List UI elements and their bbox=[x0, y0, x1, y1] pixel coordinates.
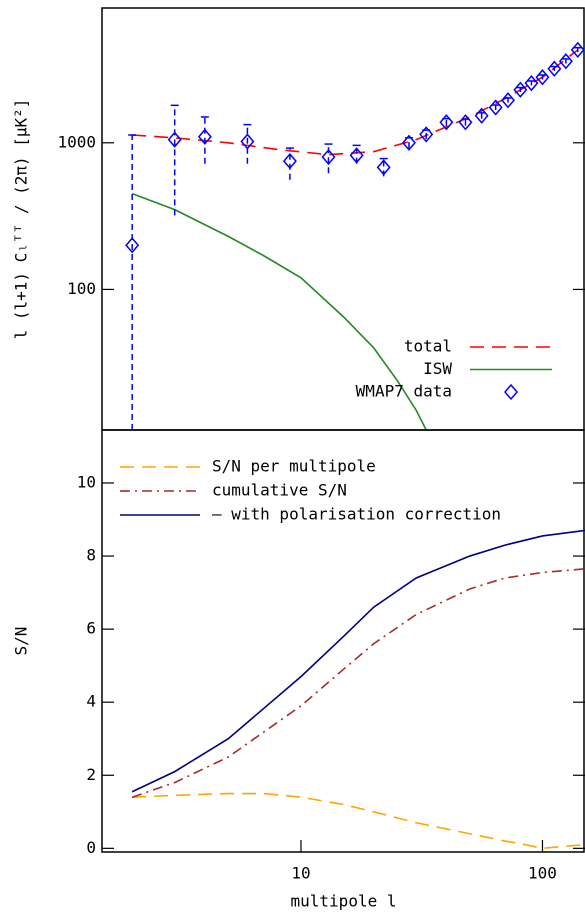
plot-area bbox=[131, 529, 585, 850]
legend-label: S/N per multipole bbox=[212, 457, 376, 476]
y-tick-label: 100 bbox=[67, 279, 96, 298]
plot-frame bbox=[101, 429, 585, 853]
data-point bbox=[125, 237, 140, 254]
series-line bbox=[131, 568, 585, 798]
data-point bbox=[282, 152, 297, 170]
data-point bbox=[524, 75, 539, 92]
x-tick-label: 10 bbox=[291, 864, 310, 883]
legend-label: WMAP7 data bbox=[356, 382, 452, 401]
legend-label: ISW bbox=[423, 359, 452, 378]
legend-marker bbox=[504, 383, 518, 401]
data-point bbox=[558, 53, 573, 70]
data-point bbox=[547, 60, 562, 77]
data-point bbox=[376, 159, 391, 176]
x-tick-label: 100 bbox=[528, 864, 557, 883]
series-line bbox=[131, 192, 427, 430]
data-point bbox=[321, 148, 336, 166]
data-point bbox=[535, 69, 550, 86]
data-point bbox=[439, 114, 454, 131]
y-axis-title: S/N bbox=[12, 627, 31, 656]
series-line bbox=[132, 792, 585, 850]
y-tick-label: 10 bbox=[77, 472, 96, 491]
data-point bbox=[401, 134, 416, 151]
plot-frame bbox=[101, 7, 585, 431]
data-point bbox=[349, 147, 364, 164]
data-point bbox=[419, 126, 434, 143]
data-point bbox=[570, 41, 585, 59]
data-point bbox=[474, 107, 489, 124]
legend-label: total bbox=[404, 337, 452, 356]
data-point bbox=[513, 81, 528, 98]
y-axis-title: l (l+1) Cₗᵀᵀ / (2π) [μK²] bbox=[12, 99, 31, 340]
y-tick-label: 1000 bbox=[57, 132, 96, 151]
series-line bbox=[131, 529, 585, 793]
y-tick-label: 2 bbox=[86, 765, 96, 784]
data-point bbox=[167, 131, 182, 148]
plot-area bbox=[125, 41, 585, 430]
data-point bbox=[197, 128, 212, 145]
data-point bbox=[458, 114, 473, 131]
data-point bbox=[240, 133, 255, 150]
legend-label: – with polarisation correction bbox=[212, 505, 501, 524]
data-point bbox=[488, 99, 503, 116]
y-tick-label: 6 bbox=[86, 619, 96, 638]
legend-label: cumulative S/N bbox=[212, 481, 347, 500]
series-line bbox=[132, 49, 579, 156]
y-tick-label: 8 bbox=[86, 546, 96, 565]
x-axis-title: multipole l bbox=[291, 892, 397, 911]
y-tick-label: 0 bbox=[86, 838, 96, 857]
y-tick-label: 4 bbox=[86, 692, 96, 711]
data-point bbox=[501, 92, 516, 109]
